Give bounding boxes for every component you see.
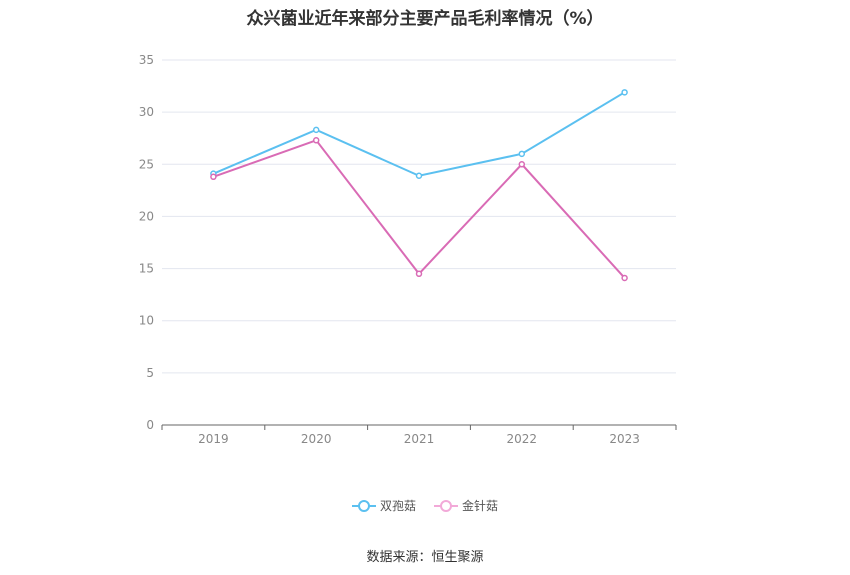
x-tick-label-2023: 2023	[609, 432, 640, 446]
y-tick-label-20: 20	[139, 209, 154, 223]
data-source: 数据来源：恒生聚源	[366, 550, 484, 565]
x-tick-label-2022: 2022	[507, 432, 538, 446]
series-1-point-2023	[621, 89, 628, 96]
series-2-point-2021	[415, 270, 423, 278]
series-1-point-2020	[312, 126, 320, 134]
y-tick-label-5: 5	[146, 366, 154, 380]
y-tick-label-30: 30	[139, 105, 154, 119]
legend-label-series-2: 金针菇	[462, 499, 499, 513]
series-2-point-2019	[210, 173, 217, 181]
y-tick-label-35: 35	[139, 53, 154, 67]
y-tick-label-10: 10	[139, 314, 154, 328]
series-line-2	[213, 139, 626, 279]
y-tick-label-0: 0	[146, 418, 154, 432]
x-tick-label-2021: 2021	[404, 432, 435, 446]
legend-label-series-1: 双孢菇	[379, 499, 416, 513]
legend-marker-series-1-icon	[351, 499, 376, 512]
x-tick-label-2019: 2019	[198, 432, 229, 446]
legend-marker-series-2-icon	[434, 499, 458, 512]
series-line-1	[213, 91, 626, 177]
series-2-point-2022	[518, 161, 526, 168]
series-1-point-2021	[415, 172, 423, 180]
chart-legend: 双孢菇 金针菇	[0, 497, 850, 514]
legend-item-series-1[interactable]: 双孢菇	[351, 497, 416, 514]
series-1-point-2022	[518, 150, 526, 158]
line-chart: 0 5 10 15 20 25 30 35 2019 2020 2021 2022 2023	[139, 53, 677, 446]
y-tick-label-25: 25	[139, 157, 154, 171]
legend-item-series-2[interactable]: 金针菇	[434, 497, 498, 514]
series-2-point-2020	[312, 137, 320, 144]
series-2-point-2023	[621, 274, 628, 282]
chart-title: 众兴菌业近年来部分主要产品毛利率情况（%）	[246, 9, 604, 29]
x-tick-label-2020: 2020	[301, 432, 332, 446]
y-tick-label-15: 15	[139, 262, 154, 276]
